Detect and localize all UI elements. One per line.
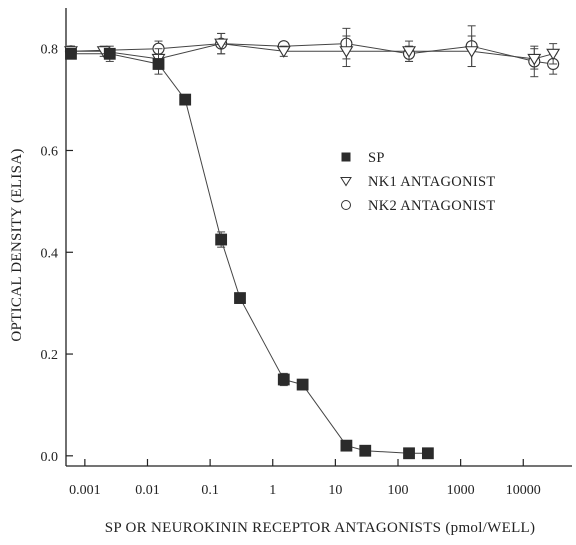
x-tick-label: 1 xyxy=(269,483,276,498)
x-tick-label: 0.001 xyxy=(69,483,101,498)
legend-label: NK2 ANTAGONIST xyxy=(368,198,496,214)
legend-marker-nk1 xyxy=(340,177,352,187)
x-axis-title: SP OR NEUROKININ RECEPTOR ANTAGONISTS (p… xyxy=(105,520,536,536)
data-point-sp xyxy=(340,439,353,452)
y-tick-label: 0.4 xyxy=(41,246,59,261)
data-point-nk1 xyxy=(527,53,542,66)
data-point-sp xyxy=(277,373,290,386)
series-0 xyxy=(65,45,434,460)
data-point-sp xyxy=(296,378,309,391)
data-point-sp xyxy=(403,447,415,460)
data-point-sp xyxy=(179,93,192,106)
x-tick-label: 10000 xyxy=(506,483,541,498)
x-tick-label: 100 xyxy=(388,483,409,498)
data-point-sp xyxy=(65,47,77,60)
data-point-sp xyxy=(359,444,372,457)
axes: 0.0 0.2 0.4 0.6 0.8 0.001 0.01 0.1 1 10 100 1000 100… xyxy=(41,8,572,498)
data-point-sp xyxy=(215,233,228,246)
series-line xyxy=(71,53,428,454)
legend-label: SP xyxy=(368,150,385,166)
y-tick-label: 0.8 xyxy=(41,43,59,58)
data-point-sp xyxy=(421,447,434,460)
y-tick-label: 0.6 xyxy=(41,144,59,159)
series-layer xyxy=(63,25,561,460)
legend-marker-sp xyxy=(341,152,351,162)
y-tick-label: 0.2 xyxy=(41,348,59,363)
legend-label: NK1 ANTAGONIST xyxy=(368,174,496,190)
x-tick-label: 1000 xyxy=(447,483,475,498)
data-point-nk1 xyxy=(276,46,291,58)
data-point-nk1 xyxy=(214,38,229,51)
legend: SP NK1 ANTAGONIST NK2 ANTAGONIST xyxy=(340,150,496,214)
data-point-nk1 xyxy=(464,46,479,58)
data-point-nk1 xyxy=(546,48,561,61)
x-tick-label: 0.01 xyxy=(135,483,160,498)
legend-marker-nk2 xyxy=(341,200,351,210)
series-1 xyxy=(63,32,561,70)
y-axis-title: OPTICAL DENSITY (ELISA) xyxy=(9,148,25,341)
data-point-sp xyxy=(103,47,116,60)
data-point-nk1 xyxy=(402,46,417,58)
data-point-sp xyxy=(152,58,165,70)
data-point-nk1 xyxy=(339,46,354,58)
data-point-sp xyxy=(234,292,246,304)
x-tick-label: 0.1 xyxy=(201,483,219,498)
series-line xyxy=(71,43,554,60)
y-tick-label: 0.0 xyxy=(41,450,59,465)
x-tick-label: 10 xyxy=(328,483,342,498)
